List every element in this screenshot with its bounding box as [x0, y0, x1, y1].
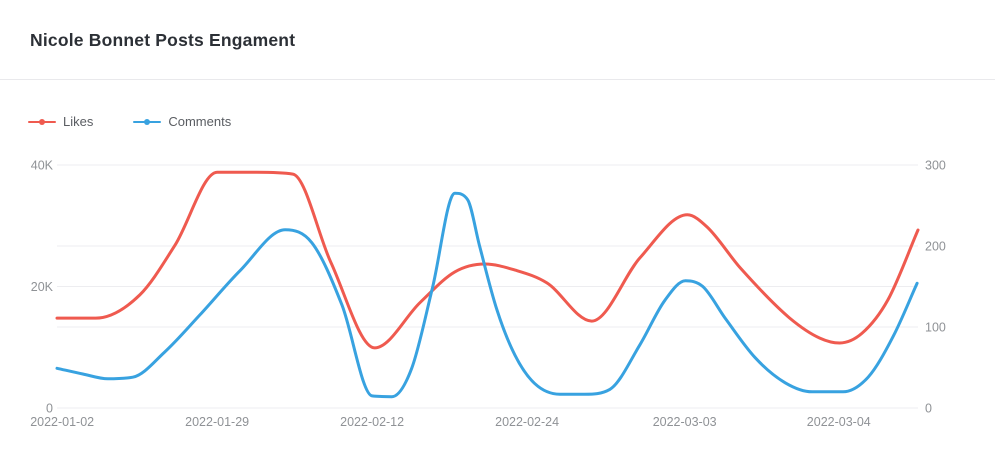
y-axis-right-tick: 0 — [925, 402, 932, 416]
x-axis-tick: 2022-01-29 — [185, 415, 249, 429]
comments-line — [55, 191, 919, 399]
x-axis-tick: 2022-02-12 — [340, 415, 404, 429]
x-axis-tick: 2022-03-03 — [653, 415, 717, 429]
legend-item-likes[interactable]: Likes — [28, 114, 93, 129]
likes-line — [55, 170, 920, 350]
x-axis-tick: 2022-01-02 — [30, 415, 94, 429]
y-axis-right-tick: 200 — [925, 240, 946, 254]
legend-label-comments: Comments — [168, 114, 232, 129]
y-axis-left-tick: 20K — [31, 280, 54, 294]
card-header: Nicole Bonnet Posts Engament — [0, 0, 995, 80]
y-axis-right-tick: 300 — [925, 159, 946, 173]
legend-item-comments[interactable]: Comments — [133, 114, 231, 129]
y-axis-left-tick: 40K — [31, 159, 54, 173]
x-axis-tick: 2022-02-24 — [495, 415, 559, 429]
comments-line-marker-icon — [133, 118, 162, 125]
x-axis-tick: 2022-03-04 — [807, 415, 871, 429]
page-title: Nicole Bonnet Posts Engament — [30, 30, 296, 50]
chart-legend: Likes Comments — [28, 114, 231, 129]
y-axis-left-tick: 0 — [46, 402, 53, 416]
legend-label-likes: Likes — [63, 114, 94, 129]
likes-line-marker-icon — [28, 118, 56, 125]
y-axis-right-tick: 100 — [925, 321, 946, 335]
